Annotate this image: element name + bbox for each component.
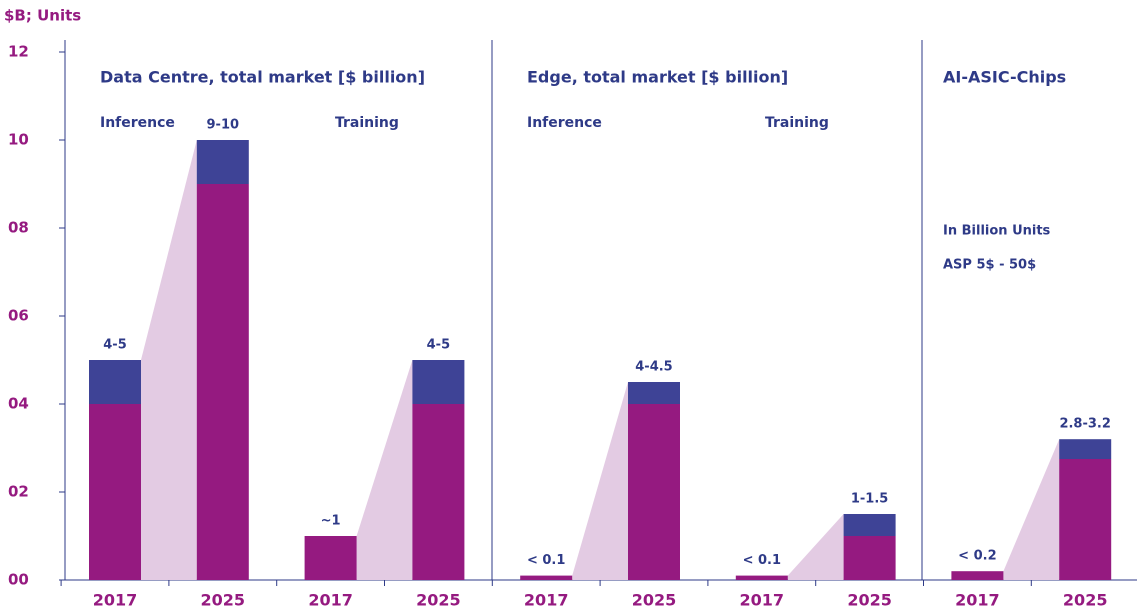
- x-tick-label: 2025: [847, 591, 892, 610]
- growth-connector: [572, 382, 628, 580]
- x-tick-label: 2017: [955, 591, 1000, 610]
- x-tick-label: 2025: [201, 591, 246, 610]
- bar-segment: [304, 536, 357, 580]
- annotation: ASP 5$ - 50$: [943, 258, 1036, 273]
- subgroup-label: Inference: [100, 115, 175, 131]
- bar-segment: [89, 360, 141, 404]
- bar-segment: [951, 571, 1004, 580]
- x-tick-label: 2017: [93, 591, 138, 610]
- y-axis-label: $B; Units: [4, 7, 81, 25]
- panel-title: AI-ASIC-Chips: [943, 68, 1066, 87]
- growth-connector: [356, 360, 413, 580]
- bar-label: 1-1.5: [851, 492, 888, 507]
- x-tick-label: 2017: [308, 591, 353, 610]
- bar-label: < 0.2: [958, 549, 996, 564]
- bar-segment: [196, 184, 249, 580]
- x-tick-label: 2017: [524, 591, 569, 610]
- bar-label: 4-5: [103, 338, 127, 353]
- panel-title: Data Centre, total market [$ billion]: [100, 68, 425, 87]
- y-tick-label: 10: [8, 131, 29, 149]
- y-tick-label: 08: [8, 219, 29, 237]
- x-tick-label: 2017: [740, 591, 785, 610]
- bar-segment: [89, 404, 141, 580]
- bar-segment: [843, 514, 896, 536]
- y-tick-label: 06: [8, 307, 29, 325]
- bar-segment: [628, 382, 680, 404]
- bar-label: 4-5: [427, 338, 451, 353]
- bar-label: ~1: [321, 514, 341, 529]
- y-tick-label: 04: [8, 395, 29, 413]
- subgroup-label: Training: [765, 115, 829, 131]
- bar-label: 2.8-3.2: [1059, 417, 1110, 432]
- y-tick-label: 02: [8, 483, 29, 501]
- growth-connector: [141, 140, 197, 580]
- bar-segment: [1059, 439, 1112, 459]
- panel-title: Edge, total market [$ billion]: [527, 68, 788, 87]
- bar-segment: [412, 404, 465, 580]
- bar-label: < 0.1: [527, 553, 565, 568]
- y-tick-label: 12: [8, 43, 29, 61]
- annotation: In Billion Units: [943, 224, 1051, 239]
- bar-segment: [628, 404, 680, 580]
- bar-segment: [735, 575, 788, 580]
- x-tick-label: 2025: [1063, 591, 1108, 610]
- bar-label: < 0.1: [743, 553, 781, 568]
- bar-label: 9-10: [207, 118, 240, 133]
- bar-segment: [843, 536, 896, 580]
- bar-label: 4-4.5: [635, 360, 672, 375]
- bar-segment: [412, 360, 465, 404]
- bar-segment: [1059, 459, 1112, 580]
- bar-segment: [520, 575, 573, 580]
- x-tick-label: 2025: [632, 591, 677, 610]
- subgroup-label: Training: [335, 115, 399, 131]
- subgroup-label: Inference: [527, 115, 602, 131]
- x-tick-label: 2025: [416, 591, 461, 610]
- growth-connector: [787, 514, 844, 580]
- y-tick-label: 00: [8, 571, 29, 589]
- bar-segment: [196, 140, 249, 184]
- growth-connector: [1003, 439, 1060, 580]
